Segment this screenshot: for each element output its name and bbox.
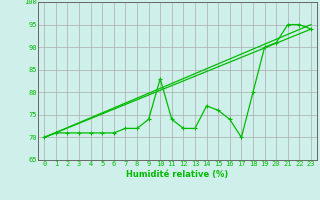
X-axis label: Humidité relative (%): Humidité relative (%) bbox=[126, 170, 229, 179]
